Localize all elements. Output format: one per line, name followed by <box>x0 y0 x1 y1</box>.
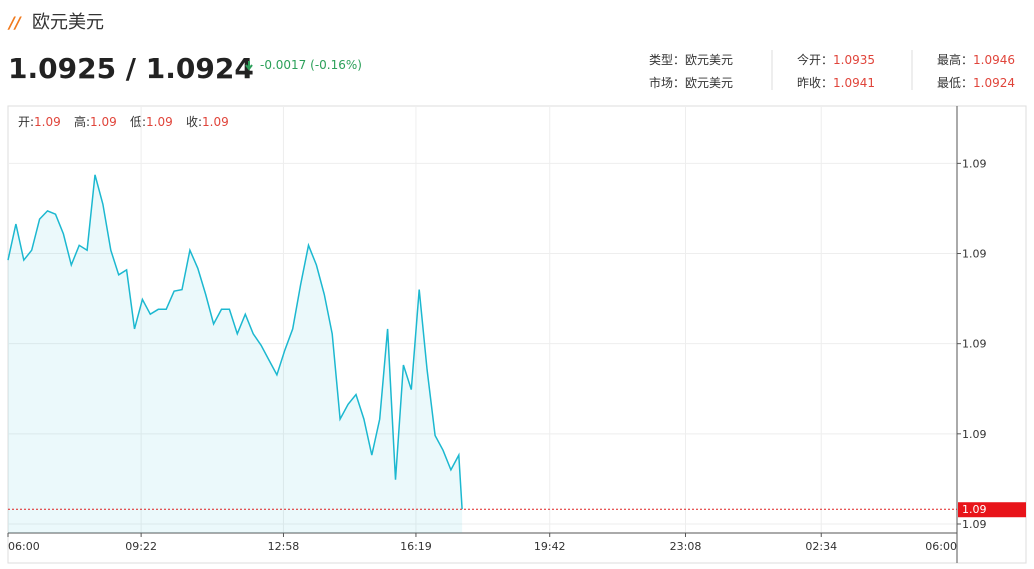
x-tick-label: 16:19 <box>400 540 432 553</box>
x-tick-label: 09:22 <box>125 540 157 553</box>
x-tick-label: 19:42 <box>534 540 566 553</box>
down-arrow <box>245 61 253 71</box>
x-tick-label: 12:58 <box>268 540 300 553</box>
info-label: 最低： <box>937 76 973 90</box>
x-tick-label: 23:08 <box>670 540 702 553</box>
ohlc-value: 1.09 <box>34 115 61 129</box>
current-price-label: 1.09 <box>962 503 987 516</box>
ohlc-item: 开:1.09 <box>18 115 61 129</box>
price: 1.0925 / 1.0924 <box>8 52 254 85</box>
info-label: 类型： <box>649 53 685 67</box>
info-value: 欧元美元 <box>685 53 733 67</box>
info-item: 最低：1.0924 <box>937 76 1015 90</box>
ohlc-item: 低:1.09 <box>130 115 173 129</box>
area <box>8 174 463 534</box>
info-item: 类型：欧元美元 <box>649 53 733 67</box>
title: 欧元美元 <box>32 12 104 33</box>
change: -0.0017 (-0.16%) <box>260 58 362 72</box>
ohlc-label: 收: <box>186 115 202 129</box>
x-tick-label: 06:00 <box>8 540 40 553</box>
ohlc-label: 高: <box>74 114 90 129</box>
y-tick-label: 1.09 <box>962 428 987 441</box>
ohlc-label: 低: <box>130 115 146 129</box>
current-price-tag <box>958 502 1026 518</box>
ohlc-label: 开: <box>18 115 34 129</box>
x-tick-label: 06:00 <box>925 540 957 553</box>
info-value: 1.0935 <box>833 53 875 67</box>
y-tick-label: 1.09 <box>962 518 987 531</box>
info-label: 市场： <box>649 75 685 90</box>
info-label: 最高： <box>937 52 973 67</box>
info-item: 市场：欧元美元 <box>649 75 733 90</box>
logo-mark: // <box>7 13 22 32</box>
y-tick-label: 1.09 <box>962 157 987 170</box>
x-tick-label: 02:34 <box>805 540 837 553</box>
ohlc-value: 1.09 <box>202 115 229 129</box>
info-item: 最高：1.0946 <box>937 52 1015 67</box>
price-line <box>7 174 463 510</box>
info-label: 昨收： <box>797 76 833 90</box>
info-value: 欧元美元 <box>685 76 733 90</box>
y-tick-label: 1.09 <box>962 338 987 351</box>
info-item: 今开：1.0935 <box>797 52 875 67</box>
chart-frame <box>7 105 1027 564</box>
info-value: 1.0941 <box>833 76 875 90</box>
info-value: 1.0946 <box>973 53 1015 67</box>
ohlc-value: 1.09 <box>90 115 117 129</box>
y-tick-label: 1.09 <box>962 248 987 261</box>
ohlc-value: 1.09 <box>146 115 173 129</box>
info-item: 昨收：1.0941 <box>797 76 875 90</box>
ohlc-item: 高:1.09 <box>74 114 117 129</box>
info-label: 今开： <box>797 52 833 67</box>
info-value: 1.0924 <box>973 76 1015 90</box>
ohlc-item: 收:1.09 <box>186 115 229 129</box>
